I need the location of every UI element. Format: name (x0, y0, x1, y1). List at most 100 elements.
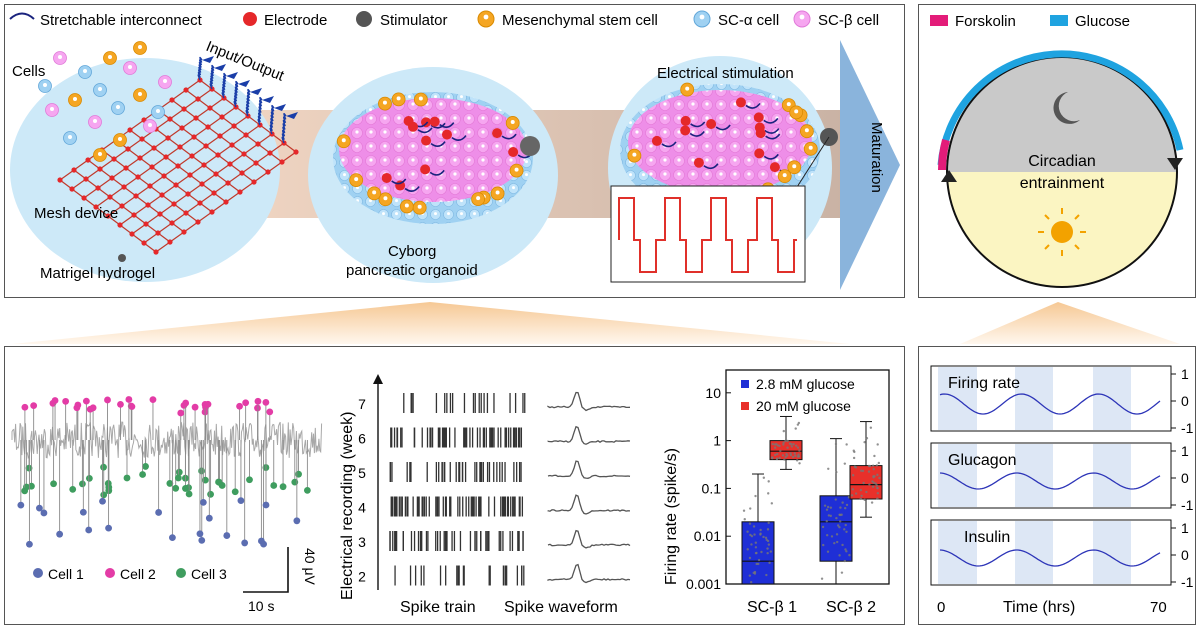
osc-ytick: -1 (1181, 420, 1194, 436)
mesh-electrode (125, 146, 131, 152)
spike-peak (73, 404, 81, 412)
matrigel-label: Matrigel hydrogel (40, 265, 155, 282)
mesh-electrode (201, 162, 207, 168)
spike-peak (26, 540, 33, 548)
mesh-electrode (145, 202, 151, 208)
mesh-electrode (71, 167, 77, 173)
spike-peak (125, 396, 133, 403)
organoid-electrode (508, 147, 519, 158)
spike-peak (201, 401, 209, 408)
spike-peak (246, 476, 253, 484)
organoid-electrodes (336, 92, 533, 215)
cyborg-label-2: pancreatic organoid (346, 262, 478, 279)
spike-peak (237, 497, 245, 505)
mesh-electrode (117, 222, 123, 228)
spike-peak (295, 470, 302, 478)
spike-peak (155, 509, 163, 516)
loose-cells (38, 41, 172, 162)
mesh-electrode (279, 159, 285, 165)
mesh-electrode (83, 176, 89, 182)
cell2-marker (105, 568, 115, 578)
mesh-electrode (169, 220, 175, 226)
mesh-electrode (183, 210, 189, 216)
sun-icon (1038, 208, 1086, 256)
mesh-electrode (97, 166, 103, 172)
zoom-connector-right (960, 302, 1180, 344)
waveform (547, 460, 631, 479)
spike-peak (79, 508, 87, 516)
spike-peak (82, 397, 90, 405)
spike-peak (17, 501, 25, 509)
io-pad (202, 56, 214, 63)
mesh-electrode (153, 249, 159, 255)
spike-peak (79, 480, 86, 488)
category-label: SC-β 1 (747, 599, 797, 616)
y-tick-label: 0.1 (702, 480, 722, 496)
osc-xlabel: Time (hrs) (1003, 599, 1075, 616)
spike-peak (198, 537, 206, 544)
mesh-electrode (131, 212, 137, 218)
spike-peak (303, 486, 311, 494)
osc-title: Insulin (964, 529, 1010, 546)
spike-peak (40, 509, 48, 517)
week-label: 7 (358, 396, 366, 412)
spike-peak (21, 487, 29, 495)
mesh-electrode (215, 152, 221, 158)
raw-trace (11, 421, 323, 459)
mesh-electrode (139, 136, 145, 142)
mesh-electrode (127, 127, 133, 133)
interconnect-icon (9, 12, 35, 20)
io-pad (214, 64, 226, 71)
osc-ytick: 1 (1181, 443, 1189, 459)
spike-peak (196, 530, 204, 538)
stimulation-label: Electrical stimulation (657, 65, 794, 82)
osc-ytick: 0 (1181, 547, 1189, 563)
mesh-electrode (151, 145, 157, 151)
organoid-electrode (735, 97, 746, 108)
waveform (547, 563, 631, 584)
mesh-electrode (231, 123, 237, 129)
spike-peak (62, 397, 70, 405)
spike-peak (182, 485, 189, 492)
stimulation-stage: Electrical stimulation (608, 56, 838, 283)
spike-peak (185, 490, 193, 498)
mesh-stimulator (118, 254, 126, 262)
organoid-electrode (420, 164, 431, 175)
spike-peak (215, 478, 222, 486)
organoid-electrode (680, 115, 691, 126)
glucose-arc (937, 50, 1184, 166)
spike-peak (99, 497, 106, 505)
osc-curve (939, 393, 1161, 415)
box-ylabel: Firing rate (spike/s) (663, 448, 680, 585)
mesh-electrode (193, 115, 199, 121)
spike-peak (174, 474, 182, 482)
week-label: 4 (358, 500, 366, 516)
mesh-electrode (169, 97, 175, 103)
osc-title: Glucagon (948, 452, 1017, 469)
mesh-electrode (179, 125, 185, 131)
osc-x1: 70 (1150, 599, 1167, 616)
mesh-electrode (205, 124, 211, 130)
mesh-electrode (195, 96, 201, 102)
spike-peak (199, 498, 207, 506)
mesh-electrode (191, 134, 197, 140)
mesh-electrode (149, 164, 155, 170)
scale-bar (243, 547, 289, 593)
organoid-electrode (429, 116, 440, 127)
spike-peak (30, 402, 38, 410)
y-tick-label: 1 (713, 433, 721, 449)
weekly-recording: Electrical recording (week) 7 6 5 4 3 2 Spike… (339, 374, 631, 616)
mesh-electrode (267, 150, 273, 156)
circadian-label-2: entrainment (1020, 175, 1105, 192)
mesh-electrode (155, 230, 161, 236)
mesh-electrode (265, 169, 271, 175)
spike-peak (207, 490, 214, 498)
mesh-electrode (111, 156, 117, 162)
spike-peak (175, 468, 183, 476)
week-labels: 7 6 5 4 3 2 (358, 396, 366, 585)
mesh-electrode (217, 133, 223, 139)
glucose-swatch (1050, 15, 1068, 26)
mesh-electrode (85, 157, 91, 163)
spike-peak (56, 530, 64, 538)
